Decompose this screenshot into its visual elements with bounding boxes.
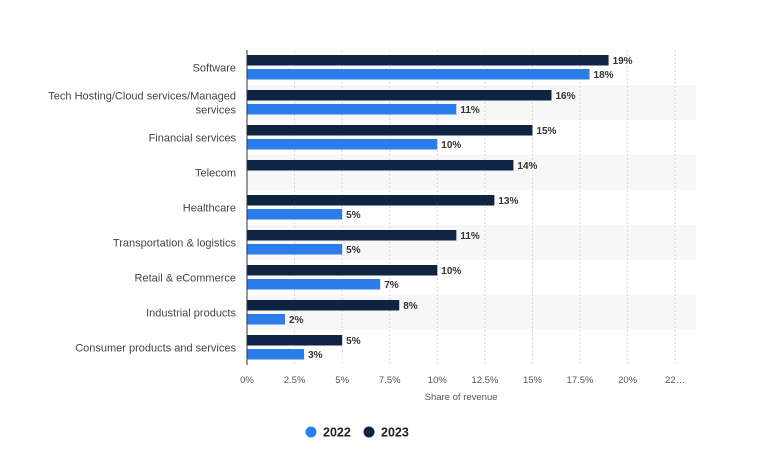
x-tick-label: 17.5% (567, 375, 594, 386)
value-label: 11% (460, 105, 480, 116)
category-label: Healthcare (183, 203, 236, 215)
x-axis-ticks: 0% 2.5% 5% 7.5% 10% 12.5% 15% 17.5% 20% 22… (240, 375, 685, 386)
category-label: Transportation & logistics (113, 238, 237, 250)
value-label: 7% (384, 280, 399, 291)
category-label: Telecom (195, 168, 236, 180)
row-bands (247, 85, 696, 330)
value-label: 8% (403, 301, 418, 312)
category-label: Industrial products (146, 308, 236, 320)
x-tick-label: 20% (618, 375, 638, 386)
bar-2023[interactable] (247, 195, 495, 206)
bar-2022[interactable] (247, 209, 343, 220)
x-tick-label: 10% (428, 375, 448, 386)
category-label: Software (193, 63, 236, 75)
value-label: 2% (289, 315, 304, 326)
bar-2023[interactable] (247, 265, 438, 276)
value-labels: 19% 18% 16% 11% 15% 10% 14% 13% 5% 11% 5% 10% 7% 8% 2%… (289, 56, 633, 361)
legend-marker (363, 426, 375, 438)
bar-2023[interactable] (247, 55, 609, 66)
bar-2022[interactable] (247, 139, 438, 150)
value-label: 3% (308, 350, 323, 361)
value-label: 10% (441, 140, 461, 151)
legend[interactable]: 2022 2023 (305, 426, 409, 440)
value-label: 5% (346, 210, 361, 221)
bar-2022[interactable] (247, 104, 457, 115)
x-tick-label: 12.5% (471, 375, 498, 386)
x-tick-label: 22… (665, 375, 685, 386)
value-label: 13% (498, 196, 518, 207)
value-label: 11% (460, 231, 480, 242)
legend-item-2023[interactable]: 2023 (363, 426, 409, 440)
bar-2023[interactable] (247, 300, 400, 311)
grid-lines (294, 50, 676, 365)
x-tick-label: 5% (335, 375, 349, 386)
value-label: 19% (613, 56, 633, 67)
bar-2022[interactable] (247, 349, 305, 360)
value-label: 18% (594, 70, 614, 81)
bar-2022[interactable] (247, 69, 590, 80)
bars (247, 55, 609, 360)
bar-2023[interactable] (247, 335, 343, 346)
bar-2022[interactable] (247, 314, 286, 325)
bar-2023[interactable] (247, 125, 533, 136)
x-tick-label: 0% (240, 375, 254, 386)
category-labels: Software Tech Hosting/Cloud services/Mana… (48, 63, 236, 355)
category-label: Financial services (149, 133, 237, 145)
bar-2023[interactable] (247, 90, 552, 101)
legend-marker (305, 426, 317, 438)
legend-item-2022[interactable]: 2022 (305, 426, 351, 440)
value-label: 14% (517, 161, 537, 172)
legend-label: 2022 (323, 426, 351, 440)
value-label: 5% (346, 245, 361, 256)
value-label: 16% (555, 91, 575, 102)
x-tick-label: 2.5% (284, 375, 306, 386)
bar-2022[interactable] (247, 244, 343, 255)
x-tick-label: 15% (523, 375, 543, 386)
category-label: Consumer products and services (75, 343, 236, 355)
value-label: 5% (346, 336, 361, 347)
x-tick-label: 7.5% (379, 375, 401, 386)
value-label: 10% (441, 266, 461, 277)
x-axis-title: Share of revenue (425, 392, 498, 403)
value-label: 15% (536, 126, 556, 137)
category-label: Tech Hosting/Cloud services/Managed servi… (48, 91, 236, 117)
legend-label: 2023 (381, 426, 409, 440)
bar-2022[interactable] (247, 279, 381, 290)
bar-2023[interactable] (247, 160, 514, 171)
bar-2023[interactable] (247, 230, 457, 241)
category-label: Retail & eCommerce (135, 273, 236, 285)
